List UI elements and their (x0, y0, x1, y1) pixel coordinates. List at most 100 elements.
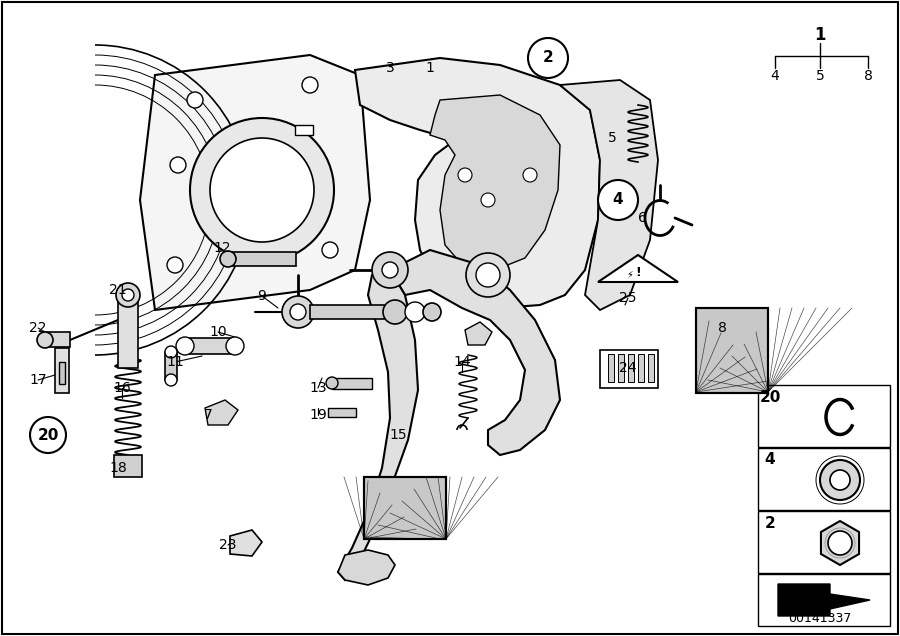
Text: 9: 9 (257, 289, 266, 303)
Circle shape (116, 283, 140, 307)
Bar (364, 477, 446, 539)
Polygon shape (355, 58, 600, 308)
Circle shape (37, 332, 53, 348)
Bar (364, 477, 446, 539)
Bar (228, 252, 296, 266)
Bar (758, 385, 890, 447)
Text: 6: 6 (637, 211, 646, 225)
Circle shape (290, 304, 306, 320)
Circle shape (165, 346, 177, 358)
Circle shape (466, 253, 510, 297)
Text: 16: 16 (113, 381, 130, 395)
Text: 25: 25 (619, 291, 637, 305)
Bar (45, 332, 70, 347)
Polygon shape (338, 270, 418, 580)
Circle shape (170, 157, 186, 173)
Bar (165, 352, 177, 380)
Bar (648, 354, 654, 382)
Text: 11: 11 (166, 355, 184, 369)
Text: 18: 18 (109, 461, 127, 475)
Text: 21: 21 (109, 283, 127, 297)
Circle shape (122, 289, 134, 301)
Circle shape (322, 242, 338, 258)
Circle shape (830, 470, 850, 490)
Circle shape (282, 296, 314, 328)
Circle shape (220, 251, 236, 267)
Text: 10: 10 (209, 325, 227, 339)
Circle shape (326, 377, 338, 389)
Circle shape (458, 168, 472, 182)
Text: 2: 2 (765, 516, 776, 530)
Circle shape (423, 303, 441, 321)
Circle shape (210, 138, 314, 242)
Bar (758, 574, 890, 626)
Circle shape (481, 193, 495, 207)
Text: 17: 17 (29, 373, 47, 387)
Text: 14: 14 (454, 355, 471, 369)
Polygon shape (140, 55, 370, 310)
Text: 15: 15 (389, 428, 407, 442)
Text: 23: 23 (220, 538, 237, 552)
Bar (114, 455, 142, 477)
Polygon shape (205, 400, 238, 425)
Bar (628, 354, 634, 382)
Bar (696, 308, 768, 393)
Circle shape (176, 337, 194, 355)
Bar (59, 362, 65, 384)
Text: 5: 5 (815, 69, 824, 83)
Circle shape (30, 417, 66, 453)
Text: 20: 20 (37, 427, 58, 443)
Text: 2: 2 (543, 50, 553, 66)
Text: 7: 7 (203, 408, 212, 422)
Circle shape (302, 77, 318, 93)
Circle shape (190, 118, 334, 262)
Text: 19: 19 (309, 408, 327, 422)
Text: 5: 5 (608, 131, 616, 145)
Bar (328, 408, 356, 417)
Circle shape (828, 531, 852, 555)
Polygon shape (465, 322, 492, 345)
Text: 00141337: 00141337 (788, 611, 851, 625)
Circle shape (820, 460, 860, 500)
Circle shape (528, 38, 568, 78)
Polygon shape (430, 95, 560, 270)
Text: 24: 24 (619, 361, 637, 375)
Bar (332, 378, 372, 389)
Bar (758, 448, 890, 510)
Bar (310, 305, 390, 319)
Text: 1: 1 (814, 26, 826, 44)
Polygon shape (338, 550, 395, 585)
Text: 4: 4 (765, 452, 775, 467)
Text: 12: 12 (213, 241, 230, 255)
Text: 8: 8 (717, 321, 726, 335)
Text: 20: 20 (760, 389, 780, 404)
Bar (758, 511, 890, 573)
Circle shape (187, 92, 203, 108)
Text: 3: 3 (385, 61, 394, 75)
Bar (618, 354, 624, 382)
Text: 8: 8 (864, 69, 872, 83)
Circle shape (476, 263, 500, 287)
Circle shape (226, 337, 244, 355)
Circle shape (523, 168, 537, 182)
Bar (600, 350, 658, 388)
Bar (118, 300, 138, 368)
Bar (638, 354, 644, 382)
Bar (295, 125, 313, 135)
Bar (55, 348, 69, 393)
Bar (608, 354, 614, 382)
Text: 4: 4 (613, 193, 624, 207)
Circle shape (382, 262, 398, 278)
Circle shape (598, 180, 638, 220)
Bar (696, 308, 768, 393)
Circle shape (165, 374, 177, 386)
Polygon shape (230, 530, 262, 556)
Polygon shape (390, 250, 560, 455)
Polygon shape (598, 255, 678, 282)
Text: 22: 22 (29, 321, 47, 335)
Text: 4: 4 (770, 69, 779, 83)
Circle shape (167, 257, 183, 273)
Polygon shape (560, 80, 658, 310)
Text: !: ! (635, 265, 641, 279)
Text: 13: 13 (310, 381, 327, 395)
